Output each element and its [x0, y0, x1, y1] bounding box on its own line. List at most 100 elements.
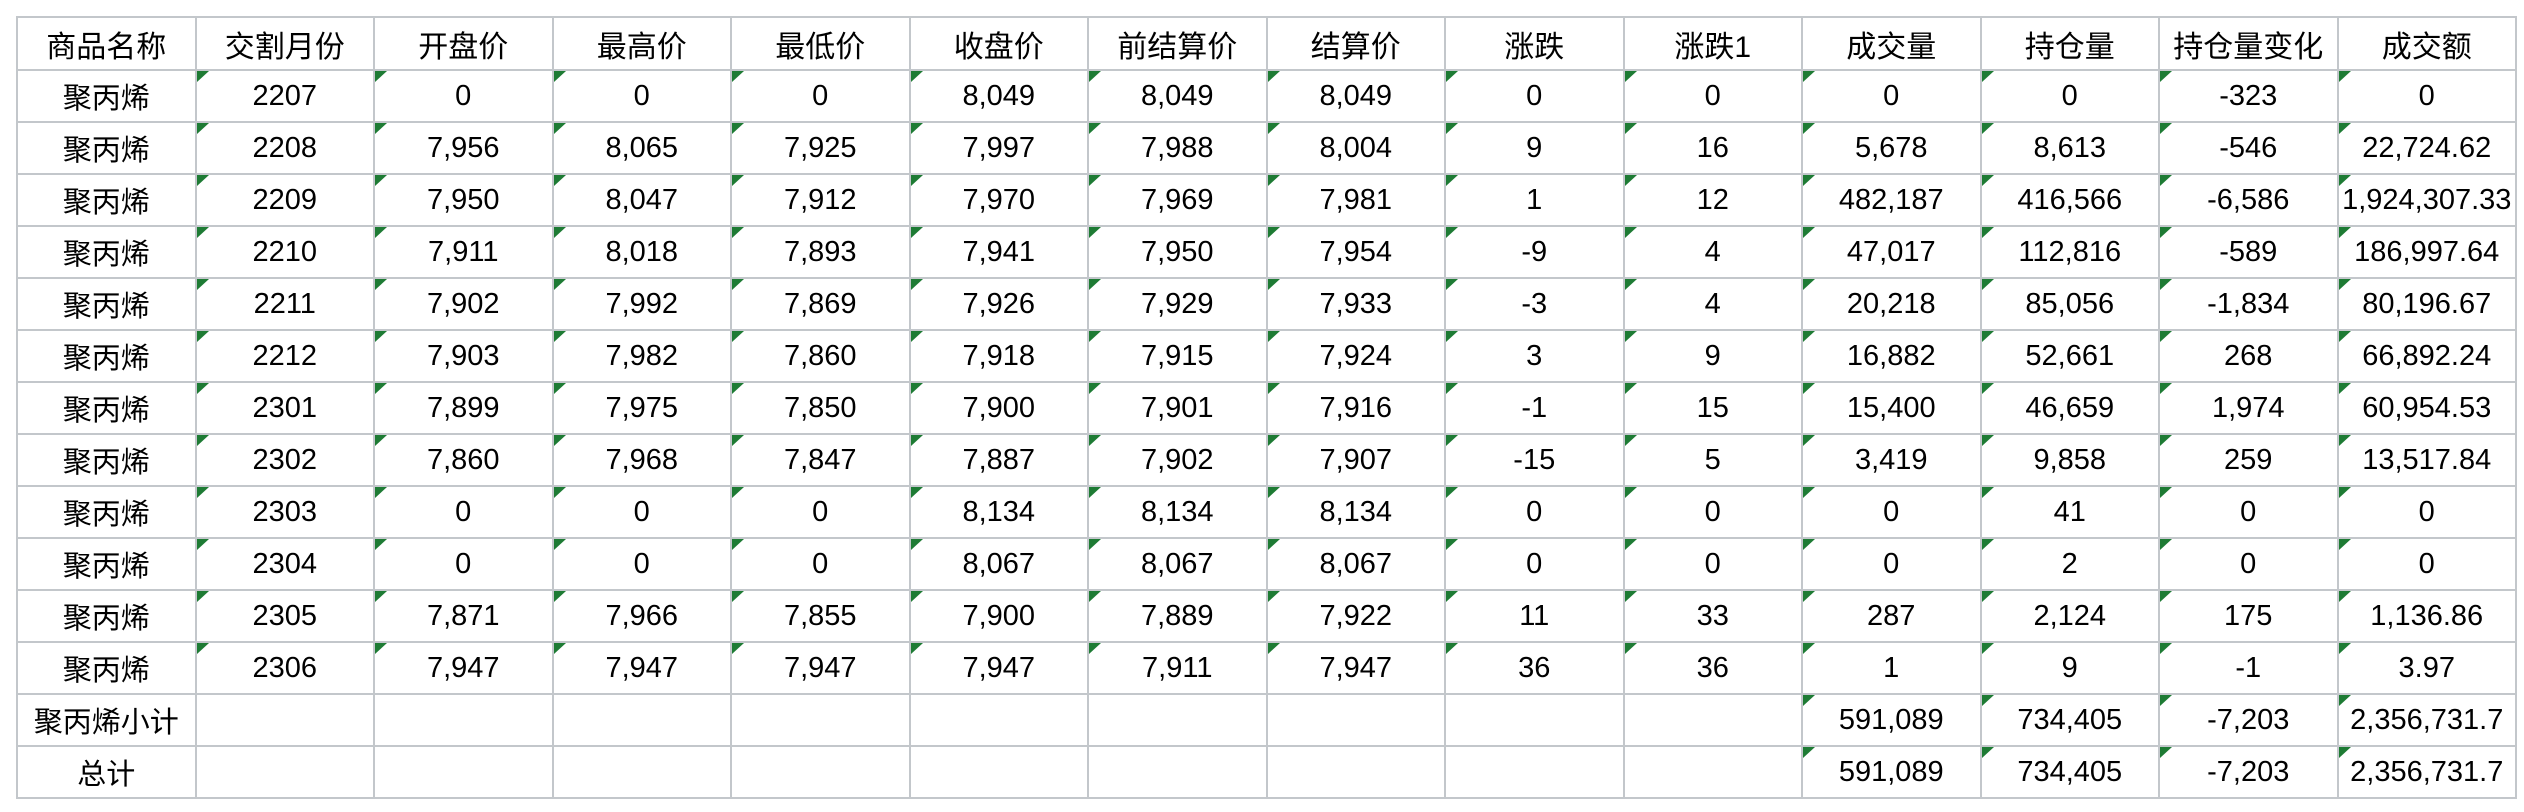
table-cell[interactable]: -7,203: [2158, 745, 2339, 799]
product-name-cell[interactable]: 总计: [16, 745, 197, 799]
table-cell[interactable]: 7,915: [1087, 329, 1268, 383]
table-cell[interactable]: [1444, 693, 1625, 747]
table-cell[interactable]: -9: [1444, 225, 1625, 279]
table-cell[interactable]: 52,661: [1979, 329, 2160, 383]
table-cell[interactable]: 0: [2336, 537, 2517, 591]
table-cell[interactable]: 7,907: [1265, 433, 1446, 487]
table-cell[interactable]: 0: [373, 485, 554, 539]
product-name-cell[interactable]: 聚丙烯: [16, 121, 197, 175]
table-cell[interactable]: 0: [373, 69, 554, 123]
table-cell[interactable]: 13,517.84: [2336, 433, 2517, 487]
table-cell[interactable]: [1087, 693, 1268, 747]
table-cell[interactable]: 734,405: [1979, 745, 2160, 799]
table-cell[interactable]: 287: [1801, 589, 1982, 643]
table-cell[interactable]: 2303: [194, 485, 375, 539]
table-cell[interactable]: 2210: [194, 225, 375, 279]
table-cell[interactable]: 7,950: [1087, 225, 1268, 279]
table-cell[interactable]: 5: [1622, 433, 1803, 487]
table-cell[interactable]: [908, 745, 1089, 799]
table-cell[interactable]: 0: [1444, 537, 1625, 591]
table-cell[interactable]: -1: [2158, 641, 2339, 695]
table-cell[interactable]: 0: [1622, 69, 1803, 123]
table-cell[interactable]: 22,724.62: [2336, 121, 2517, 175]
table-cell[interactable]: 2304: [194, 537, 375, 591]
table-cell[interactable]: 0: [1801, 537, 1982, 591]
table-cell[interactable]: 7,900: [908, 381, 1089, 435]
table-cell[interactable]: [1265, 745, 1446, 799]
table-cell[interactable]: 0: [373, 537, 554, 591]
column-header-8[interactable]: 结算价: [1265, 16, 1446, 71]
table-cell[interactable]: 8,047: [551, 173, 732, 227]
table-cell[interactable]: 7,947: [551, 641, 732, 695]
table-cell[interactable]: 4: [1622, 277, 1803, 331]
table-cell[interactable]: 0: [2158, 485, 2339, 539]
table-cell[interactable]: 7,966: [551, 589, 732, 643]
table-cell[interactable]: 8,067: [1087, 537, 1268, 591]
table-cell[interactable]: 15: [1622, 381, 1803, 435]
table-cell[interactable]: 7,860: [730, 329, 911, 383]
table-cell[interactable]: 7,997: [908, 121, 1089, 175]
table-cell[interactable]: 0: [551, 69, 732, 123]
column-header-3[interactable]: 开盘价: [373, 16, 554, 71]
table-cell[interactable]: 36: [1444, 641, 1625, 695]
table-cell[interactable]: 2,356,731.7: [2336, 745, 2517, 799]
table-cell[interactable]: 80,196.67: [2336, 277, 2517, 331]
table-cell[interactable]: 9: [1444, 121, 1625, 175]
table-cell[interactable]: 2305: [194, 589, 375, 643]
table-cell[interactable]: [1622, 693, 1803, 747]
column-header-2[interactable]: 交割月份: [194, 16, 375, 71]
table-cell[interactable]: 0: [1444, 485, 1625, 539]
table-cell[interactable]: 7,902: [373, 277, 554, 331]
table-cell[interactable]: 7,912: [730, 173, 911, 227]
product-name-cell[interactable]: 聚丙烯: [16, 225, 197, 279]
table-cell[interactable]: 8,067: [908, 537, 1089, 591]
table-cell[interactable]: 0: [1622, 537, 1803, 591]
table-cell[interactable]: 4: [1622, 225, 1803, 279]
table-cell[interactable]: 0: [1801, 69, 1982, 123]
table-cell[interactable]: 2301: [194, 381, 375, 435]
table-cell[interactable]: 41: [1979, 485, 2160, 539]
table-cell[interactable]: -3: [1444, 277, 1625, 331]
table-cell[interactable]: 1,924,307.33: [2336, 173, 2517, 227]
column-header-12[interactable]: 持仓量: [1979, 16, 2160, 71]
table-cell[interactable]: [373, 745, 554, 799]
table-cell[interactable]: -323: [2158, 69, 2339, 123]
table-cell[interactable]: 9: [1979, 641, 2160, 695]
table-cell[interactable]: -589: [2158, 225, 2339, 279]
table-cell[interactable]: 7,916: [1265, 381, 1446, 435]
table-cell[interactable]: 16: [1622, 121, 1803, 175]
table-cell[interactable]: [1444, 745, 1625, 799]
table-cell[interactable]: 0: [1444, 69, 1625, 123]
table-cell[interactable]: 7,902: [1087, 433, 1268, 487]
column-header-11[interactable]: 成交量: [1801, 16, 1982, 71]
table-cell[interactable]: 1: [1444, 173, 1625, 227]
table-cell[interactable]: 7,988: [1087, 121, 1268, 175]
table-cell[interactable]: [1087, 745, 1268, 799]
table-cell[interactable]: 3.97: [2336, 641, 2517, 695]
table-cell[interactable]: 2212: [194, 329, 375, 383]
table-cell[interactable]: 0: [2336, 69, 2517, 123]
table-cell[interactable]: 7,969: [1087, 173, 1268, 227]
table-cell[interactable]: -6,586: [2158, 173, 2339, 227]
table-cell[interactable]: 734,405: [1979, 693, 2160, 747]
table-cell[interactable]: 7,968: [551, 433, 732, 487]
table-cell[interactable]: [551, 745, 732, 799]
column-header-14[interactable]: 成交额: [2336, 16, 2517, 71]
table-cell[interactable]: 20,218: [1801, 277, 1982, 331]
table-cell[interactable]: 175: [2158, 589, 2339, 643]
table-cell[interactable]: 8,049: [1265, 69, 1446, 123]
table-cell[interactable]: 591,089: [1801, 745, 1982, 799]
table-cell[interactable]: 0: [2336, 485, 2517, 539]
table-cell[interactable]: 8,613: [1979, 121, 2160, 175]
column-header-10[interactable]: 涨跌1: [1622, 16, 1803, 71]
table-cell[interactable]: 7,929: [1087, 277, 1268, 331]
table-cell[interactable]: 7,860: [373, 433, 554, 487]
table-cell[interactable]: 2209: [194, 173, 375, 227]
table-cell[interactable]: [194, 693, 375, 747]
table-cell[interactable]: 12: [1622, 173, 1803, 227]
table-cell[interactable]: 7,947: [373, 641, 554, 695]
table-cell[interactable]: 5,678: [1801, 121, 1982, 175]
table-cell[interactable]: 7,901: [1087, 381, 1268, 435]
table-cell[interactable]: 2: [1979, 537, 2160, 591]
column-header-5[interactable]: 最低价: [730, 16, 911, 71]
